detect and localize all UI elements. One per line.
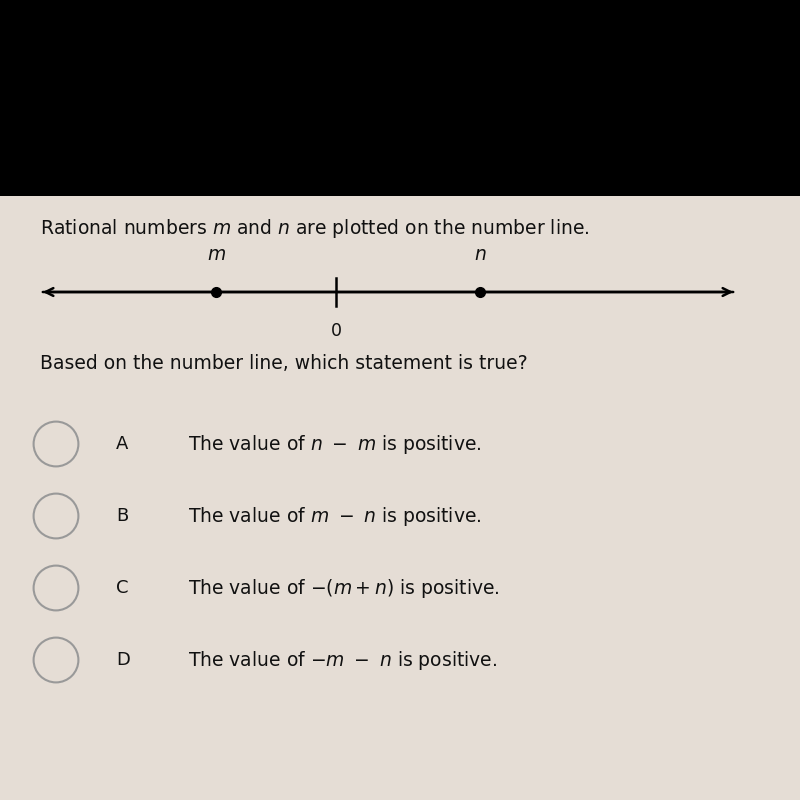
- Text: The value of $-m\ -\ n$ is positive.: The value of $-m\ -\ n$ is positive.: [188, 649, 498, 671]
- Text: The value of $n\ -\ m$ is positive.: The value of $n\ -\ m$ is positive.: [188, 433, 482, 455]
- Text: Based on the number line, which statement is true?: Based on the number line, which statemen…: [40, 354, 528, 374]
- Bar: [0, 0, 800, 196]
- Text: B: B: [116, 507, 128, 525]
- Text: $n$: $n$: [474, 245, 486, 264]
- Text: The value of $m\ -\ n$ is positive.: The value of $m\ -\ n$ is positive.: [188, 505, 482, 527]
- Text: $m$: $m$: [206, 245, 226, 264]
- Text: 0: 0: [330, 322, 342, 341]
- Text: Rational numbers $m$ and $n$ are plotted on the number line.: Rational numbers $m$ and $n$ are plotted…: [40, 217, 590, 239]
- Text: A: A: [116, 435, 128, 453]
- Text: C: C: [116, 579, 129, 597]
- Text: The value of $-(m+n)$ is positive.: The value of $-(m+n)$ is positive.: [188, 577, 500, 599]
- Text: D: D: [116, 651, 130, 669]
